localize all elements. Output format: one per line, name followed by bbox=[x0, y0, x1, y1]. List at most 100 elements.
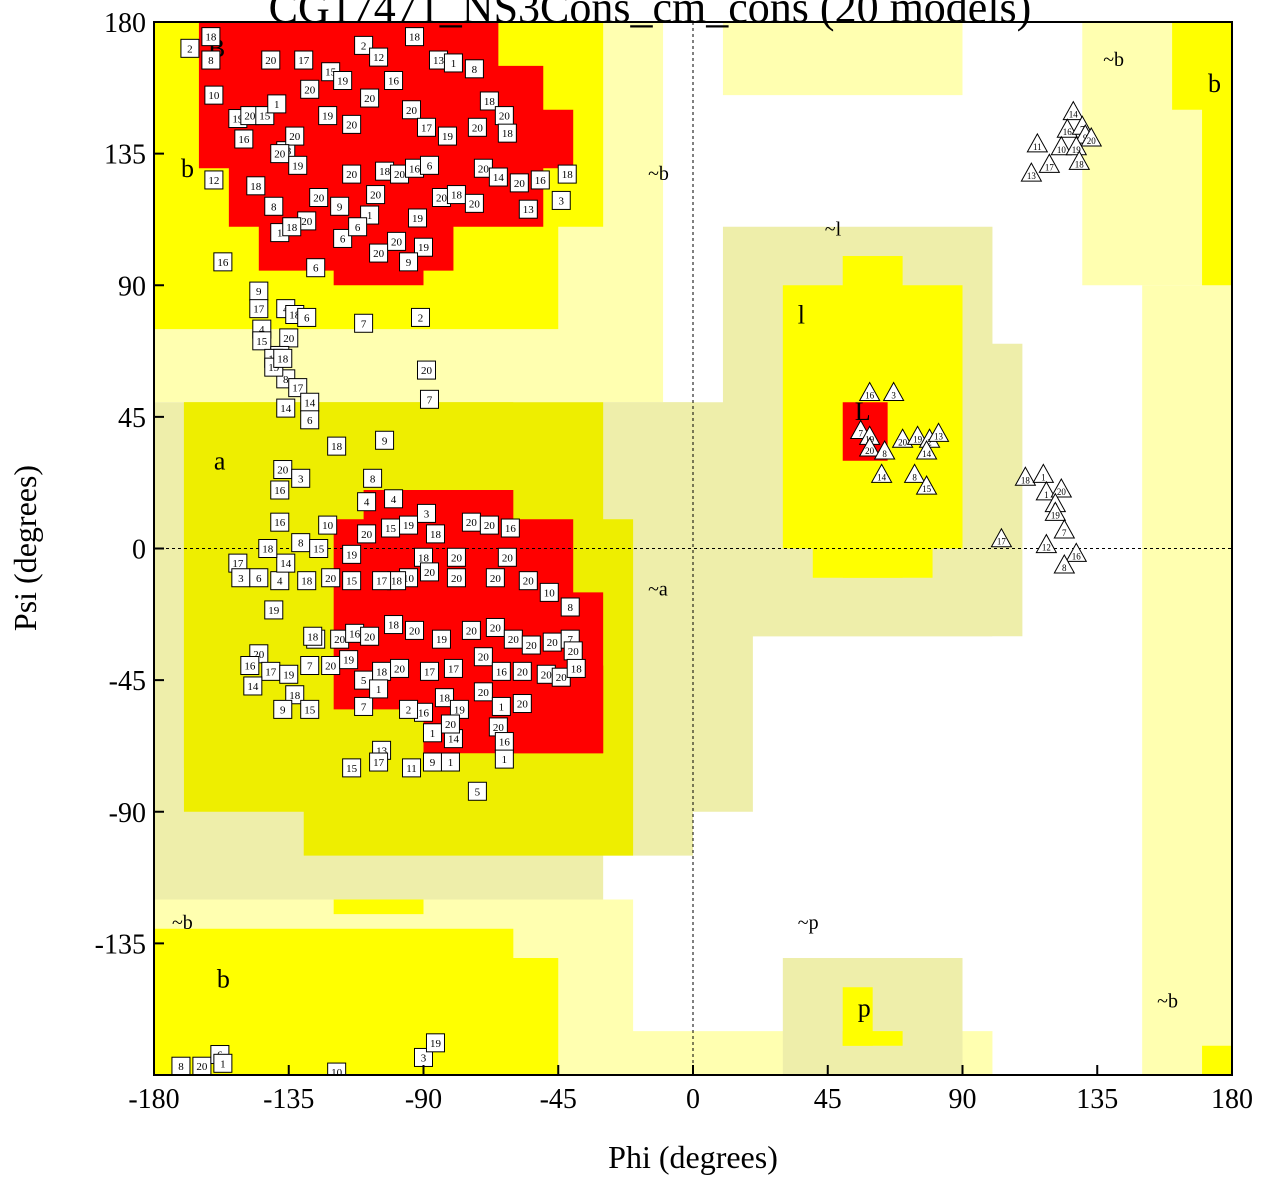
svg-text:20: 20 bbox=[490, 622, 502, 634]
data-point: 16 bbox=[385, 72, 403, 90]
svg-text:20: 20 bbox=[526, 640, 538, 652]
data-point: 1 bbox=[268, 95, 286, 113]
y-tick-label: -135 bbox=[95, 929, 146, 960]
svg-text:2: 2 bbox=[187, 43, 193, 55]
svg-text:1: 1 bbox=[502, 754, 508, 766]
data-point: 20 bbox=[519, 572, 537, 590]
svg-text:2: 2 bbox=[418, 312, 424, 324]
data-point: 16 bbox=[531, 171, 549, 189]
svg-text:3: 3 bbox=[891, 390, 896, 400]
data-point: 20 bbox=[391, 659, 409, 677]
data-point: 12 bbox=[205, 171, 223, 189]
svg-text:17: 17 bbox=[376, 576, 388, 588]
svg-text:20: 20 bbox=[445, 719, 457, 731]
svg-text:1: 1 bbox=[220, 1058, 226, 1070]
svg-text:20: 20 bbox=[436, 193, 448, 205]
svg-text:20: 20 bbox=[304, 84, 316, 96]
data-point: 20 bbox=[474, 683, 492, 701]
data-point: 15 bbox=[301, 700, 319, 718]
svg-text:19: 19 bbox=[343, 655, 355, 667]
data-point: 16 bbox=[492, 662, 510, 680]
data-point: 10 bbox=[540, 583, 558, 601]
svg-text:8: 8 bbox=[912, 472, 917, 482]
svg-text:20: 20 bbox=[424, 567, 436, 579]
data-point: 20 bbox=[447, 548, 465, 566]
data-point: 7 bbox=[355, 314, 373, 332]
data-point: 17 bbox=[295, 51, 313, 69]
svg-text:7: 7 bbox=[1062, 528, 1067, 538]
svg-text:16: 16 bbox=[217, 257, 229, 269]
data-point: 20 bbox=[343, 165, 361, 183]
data-point: 19 bbox=[432, 630, 450, 648]
data-point: 19 bbox=[438, 127, 456, 145]
data-point: 8 bbox=[292, 534, 310, 552]
svg-text:18: 18 bbox=[409, 32, 421, 44]
svg-text:20: 20 bbox=[244, 111, 256, 123]
svg-text:16: 16 bbox=[1072, 551, 1082, 561]
svg-text:20: 20 bbox=[466, 517, 478, 529]
svg-text:20: 20 bbox=[499, 111, 511, 123]
data-point: 14 bbox=[277, 399, 295, 417]
svg-text:16: 16 bbox=[388, 76, 400, 88]
data-point: 14 bbox=[301, 393, 319, 411]
svg-text:16: 16 bbox=[865, 390, 875, 400]
svg-text:7: 7 bbox=[361, 318, 367, 330]
svg-text:15: 15 bbox=[304, 704, 316, 716]
region-label: ~a bbox=[648, 578, 668, 600]
data-point: 8 bbox=[561, 598, 579, 616]
svg-text:3: 3 bbox=[298, 473, 304, 485]
data-point: 9 bbox=[331, 197, 349, 215]
data-point: 18 bbox=[259, 540, 277, 558]
svg-text:10: 10 bbox=[1057, 145, 1067, 155]
svg-text:18: 18 bbox=[307, 631, 319, 643]
data-point: 20 bbox=[280, 329, 298, 347]
region-label: ~b bbox=[172, 912, 193, 934]
data-point: 20 bbox=[406, 621, 424, 639]
x-tick-label: -180 bbox=[128, 1084, 179, 1115]
data-point: 5 bbox=[468, 782, 486, 800]
data-point: 6 bbox=[420, 156, 438, 174]
svg-text:9: 9 bbox=[406, 257, 412, 269]
svg-text:18: 18 bbox=[571, 663, 583, 675]
data-point: 15 bbox=[382, 519, 400, 537]
region-label: L bbox=[855, 397, 871, 426]
svg-text:4: 4 bbox=[277, 576, 283, 588]
svg-text:17: 17 bbox=[424, 666, 436, 678]
svg-text:6: 6 bbox=[340, 233, 346, 245]
data-point: 20 bbox=[388, 232, 406, 250]
data-point: 18 bbox=[298, 572, 316, 590]
svg-text:20: 20 bbox=[265, 55, 277, 67]
svg-text:8: 8 bbox=[178, 1061, 184, 1073]
region-label: b bbox=[181, 154, 194, 183]
y-tick-label: 90 bbox=[118, 271, 146, 302]
data-point: 13 bbox=[519, 200, 537, 218]
svg-text:16: 16 bbox=[274, 517, 286, 529]
data-point: 20 bbox=[271, 145, 289, 163]
svg-text:6: 6 bbox=[355, 222, 361, 234]
data-point: 19 bbox=[265, 601, 283, 619]
svg-text:14: 14 bbox=[280, 403, 292, 415]
svg-text:14: 14 bbox=[304, 397, 316, 409]
data-point: 20 bbox=[403, 101, 421, 119]
svg-text:1: 1 bbox=[274, 99, 280, 111]
data-point: 6 bbox=[250, 569, 268, 587]
data-point: 20 bbox=[301, 80, 319, 98]
data-point: 18 bbox=[247, 177, 265, 195]
data-point: 4 bbox=[271, 572, 289, 590]
svg-text:20: 20 bbox=[541, 669, 553, 681]
data-point: 10 bbox=[328, 1063, 346, 1081]
data-point: 18 bbox=[328, 437, 346, 455]
data-point: 6 bbox=[307, 259, 325, 277]
y-tick-label: 0 bbox=[132, 535, 146, 566]
svg-text:11: 11 bbox=[1033, 142, 1042, 152]
region-label: b bbox=[1208, 69, 1221, 98]
data-point: 9 bbox=[250, 282, 268, 300]
svg-text:20: 20 bbox=[1087, 136, 1097, 146]
svg-text:20: 20 bbox=[394, 169, 406, 181]
svg-text:19: 19 bbox=[346, 549, 358, 561]
data-point: 18 bbox=[498, 124, 516, 142]
data-point: 20 bbox=[513, 695, 531, 713]
data-point: 18 bbox=[304, 627, 322, 645]
data-point: 19 bbox=[343, 545, 361, 563]
svg-text:6: 6 bbox=[313, 263, 319, 275]
